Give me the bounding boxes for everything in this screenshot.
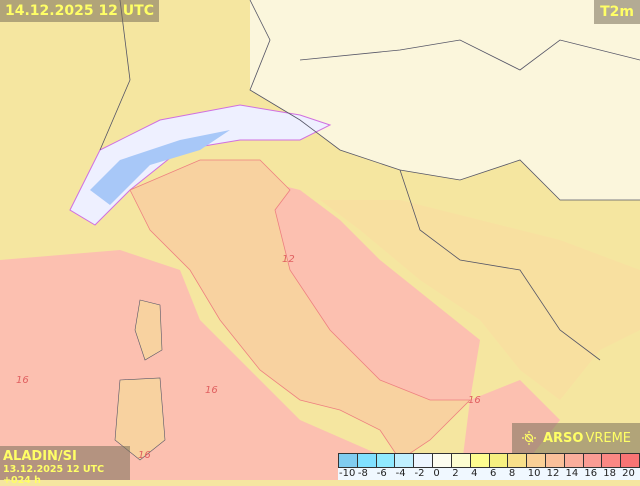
legend-label: 16 xyxy=(584,468,598,479)
legend-swatch xyxy=(545,454,565,467)
legend-label: 8 xyxy=(508,468,516,479)
legend-label: 10 xyxy=(527,468,541,479)
legend-label: -8 xyxy=(357,468,368,479)
valid-time-label: 14.12.2025 12 UTC xyxy=(0,0,159,22)
legend-swatch xyxy=(583,454,603,467)
legend-label: 14 xyxy=(565,468,579,479)
color-legend: -10 -8 -6 -4 -2 0 2 4 6 8 10 12 14 16 18 20 xyxy=(338,453,640,480)
legend-label: -6 xyxy=(376,468,387,479)
legend-label: -4 xyxy=(395,468,406,479)
model-info: ALADIN/SI 13.12.2025 12 UTC +024 h xyxy=(0,446,130,486)
sun-outline-icon xyxy=(521,431,536,445)
arso-vreme-logo: ARSO VREME xyxy=(512,423,640,453)
legend-swatch xyxy=(508,454,528,467)
legend-swatch xyxy=(602,454,622,467)
legend-label: 0 xyxy=(433,468,440,479)
legend-swatch xyxy=(395,454,415,467)
brand-light: VREME xyxy=(585,430,632,446)
legend-label: -10 xyxy=(339,468,356,479)
legend-label: 12 xyxy=(546,468,560,479)
contour-label: 16 xyxy=(468,395,481,406)
legend-swatch xyxy=(433,454,452,467)
contour-label: 16 xyxy=(205,385,218,396)
legend-label: -2 xyxy=(414,468,425,479)
legend-label: 20 xyxy=(622,468,635,479)
contour-label: 16 xyxy=(16,375,29,386)
legend-swatch xyxy=(564,454,584,467)
legend-swatch xyxy=(339,454,358,467)
model-name: ALADIN/SI xyxy=(3,449,77,464)
legend-swatch xyxy=(357,454,377,467)
brand-bold: ARSO xyxy=(542,430,584,446)
legend-swatch xyxy=(470,454,490,467)
model-run: 13.12.2025 12 UTC +024 h xyxy=(3,464,105,486)
contour-label: 16 xyxy=(138,450,151,461)
legend-label: 6 xyxy=(490,468,497,479)
legend-label: 4 xyxy=(471,468,478,479)
legend-label: 2 xyxy=(452,468,459,479)
contour-label: 12 xyxy=(282,254,295,265)
legend-swatch xyxy=(489,454,509,467)
legend-swatch xyxy=(527,454,546,467)
legend-swatch xyxy=(414,454,434,467)
parameter-label: T2m xyxy=(594,0,640,24)
legend-swatch xyxy=(621,454,639,467)
legend-swatch xyxy=(376,454,396,467)
legend-label: 18 xyxy=(603,468,616,479)
legend-swatch xyxy=(451,454,471,467)
